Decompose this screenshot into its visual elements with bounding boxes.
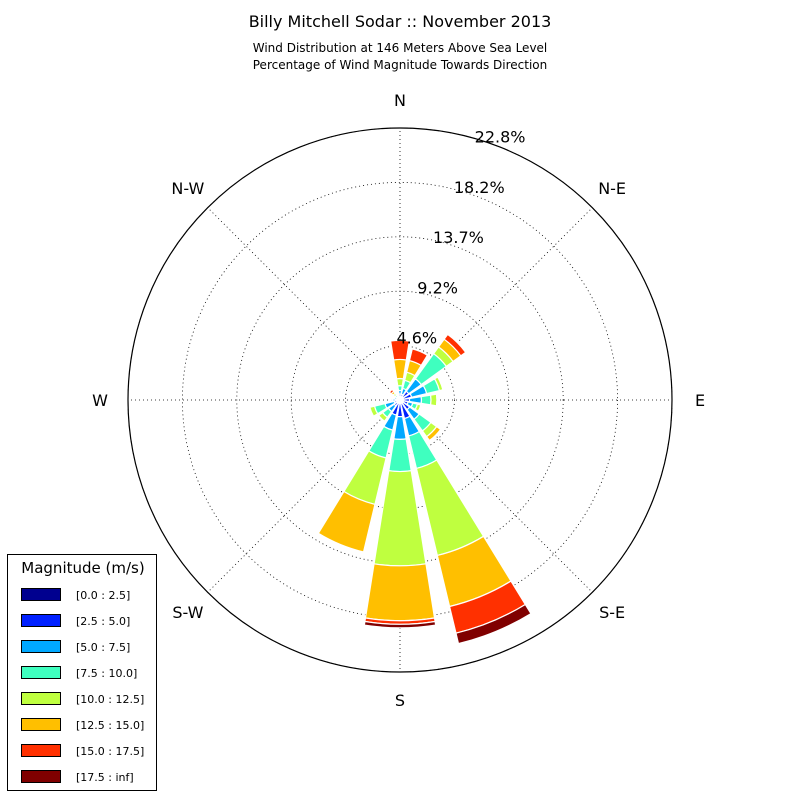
wedge-N-bin-6: [389, 339, 411, 361]
radial-tick-label: 18.2%: [454, 178, 505, 197]
radial-tick-label: 13.7%: [433, 228, 484, 247]
wedge-ESE-bin-5: [417, 404, 423, 413]
wedge-ENE-bin-5: [436, 375, 445, 391]
legend-label: [10.0 : 12.5]: [76, 693, 145, 706]
wedge-E-bin-4: [429, 393, 438, 407]
legend-swatch: [21, 588, 61, 601]
direction-label-N: N: [394, 91, 406, 110]
direction-label-N-E: N-E: [598, 179, 626, 198]
chart-title: Billy Mitchell Sodar :: November 2013: [248, 12, 552, 31]
wedge-SSE-bin-4: [415, 459, 485, 557]
wedge-N-bin-4: [395, 377, 405, 387]
wedge-SSW-bin-5: [317, 490, 376, 553]
radial-tick-label: 9.2%: [417, 278, 458, 297]
direction-label-N-W: N-W: [171, 179, 204, 198]
direction-label-E: E: [695, 391, 705, 410]
wedge-NW-bin-6: [388, 388, 395, 395]
direction-label-S: S: [395, 691, 405, 710]
chart-subtitle-1: Wind Distribution at 146 Meters Above Se…: [252, 41, 548, 55]
wedge-SE-bin-5: [425, 425, 442, 442]
radial-tick-label: 22.8%: [475, 128, 526, 147]
wedge-NE-bin-6: [443, 333, 467, 357]
legend-swatch: [21, 744, 61, 757]
wedge-S-bin-7: [363, 620, 437, 629]
legend-swatch: [21, 614, 61, 627]
radial-gridline: [290, 290, 510, 510]
legend-label: [12.5 : 15.0]: [76, 719, 145, 732]
legend-label: [7.5 : 10.0]: [76, 667, 138, 680]
wedge-S-bin-3: [388, 438, 412, 473]
legend-swatch: [21, 692, 61, 705]
wedge-S-bin-5: [364, 563, 436, 622]
direction-gridline: [399, 207, 593, 401]
wedge-WSW-bin-4: [369, 405, 379, 418]
wedge-E-bin-5: [435, 393, 439, 407]
legend-swatch: [21, 640, 61, 653]
wedge-N-bin-5: [392, 358, 408, 380]
wedge-W-bin-3: [391, 398, 394, 402]
legend: Magnitude (m/s) [0.0 : 2.5] [2.5 : 5.0] …: [7, 554, 157, 791]
wedge-NNW-bin-2: [397, 395, 401, 399]
radial-gridline: [345, 345, 455, 455]
legend-label: [17.5 : inf]: [76, 771, 134, 784]
legend-label: [0.0 : 2.5]: [76, 589, 131, 602]
direction-label-W: W: [92, 391, 108, 410]
chart-subtitle-2: Percentage of Wind Magnitude Towards Dir…: [252, 58, 548, 72]
wedge-N-bin-3: [397, 385, 403, 392]
direction-label-S-W: S-W: [172, 603, 203, 622]
wedge-SW-bin-4: [377, 411, 389, 423]
legend-title: Magnitude (m/s): [21, 559, 145, 577]
wedge-NNE-bin-6: [408, 348, 429, 367]
legend-swatch: [21, 770, 61, 783]
legend-swatch: [21, 666, 61, 679]
direction-gridline: [207, 207, 401, 401]
outer-ring: [127, 127, 673, 673]
wedge-S-bin-4: [373, 470, 427, 567]
wedge-E-bin-3: [420, 394, 432, 406]
legend-label: [2.5 : 5.0]: [76, 615, 131, 628]
direction-gridline: [399, 399, 593, 593]
legend-label: [5.0 : 7.5]: [76, 641, 131, 654]
legend-swatch: [21, 718, 61, 731]
legend-label: [15.0 : 17.5]: [76, 745, 145, 758]
direction-gridline: [207, 399, 401, 593]
radial-gridline: [181, 181, 619, 619]
direction-label-S-E: S-E: [599, 603, 625, 622]
wedge-SSE-bin-7: [455, 603, 532, 645]
radial-tick-label: 4.6%: [396, 329, 437, 348]
